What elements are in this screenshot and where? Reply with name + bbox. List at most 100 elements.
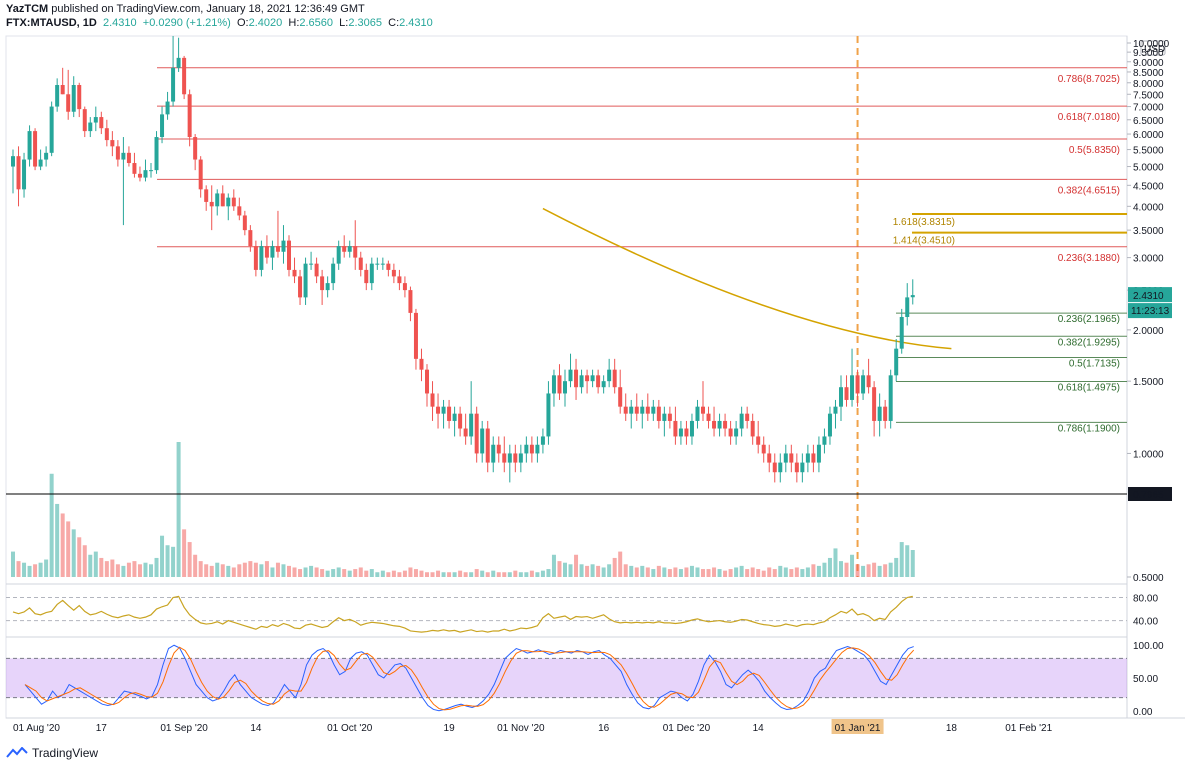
current-price-label: 2.4310	[1133, 291, 1164, 302]
current-price-badge	[1128, 287, 1172, 303]
candle-body	[259, 246, 264, 270]
candle-body	[850, 375, 855, 400]
candle-body	[496, 444, 501, 454]
volume-bar	[883, 564, 888, 577]
price-tick-label: 8.0000	[1133, 79, 1164, 90]
candle-body	[320, 276, 325, 291]
candle-body	[811, 453, 816, 463]
volume-bar	[496, 572, 501, 577]
price-tick-label: 1.5000	[1133, 377, 1164, 388]
publisher-name[interactable]: YazTCM	[6, 3, 49, 15]
volume-bar	[342, 569, 347, 577]
volume-bar	[551, 554, 556, 577]
volume-bar	[287, 565, 291, 577]
candle-body	[237, 206, 242, 216]
fib-minor-label: 0.618(1.4975)	[1058, 382, 1120, 393]
candle-body	[121, 152, 126, 160]
volume-bar	[237, 564, 242, 577]
volume-bar	[253, 562, 258, 577]
candle-body	[491, 444, 496, 463]
candle-body	[287, 240, 291, 270]
volume-bar	[855, 564, 860, 577]
candle-body	[93, 117, 98, 123]
candle-body	[11, 156, 15, 167]
candle-body	[634, 406, 639, 414]
candle-body	[783, 453, 788, 463]
candle-body	[413, 312, 418, 359]
price-change: +0.0290 (+1.21%)	[142, 17, 231, 29]
price-tick-label: 4.0000	[1133, 202, 1164, 213]
price-tick-label: 5.5000	[1133, 146, 1164, 157]
candle-body	[380, 263, 385, 265]
candle-body	[154, 137, 159, 171]
price-tick-label: 5.0000	[1133, 163, 1164, 174]
volume-bar	[397, 572, 402, 577]
candle-body	[678, 428, 683, 437]
publish-info: published on TradingView.com, January 18…	[48, 3, 365, 15]
candle-body	[358, 257, 363, 270]
tradingview-footer: TradingView	[6, 746, 98, 760]
volume-bar	[590, 564, 595, 577]
candle-body	[827, 413, 832, 437]
volume-bar	[204, 564, 209, 577]
volume-bar	[612, 557, 617, 577]
candle-body	[71, 85, 76, 112]
volume-bar	[149, 564, 153, 577]
price-tick-label: 9.0000	[1133, 58, 1164, 69]
volume-bar	[502, 572, 507, 577]
volume-bar	[309, 565, 314, 577]
volume-bar	[425, 572, 429, 577]
candle-body	[590, 375, 595, 382]
candle-body	[822, 436, 827, 445]
candle-body	[518, 453, 523, 463]
tradingview-logo-icon	[6, 747, 28, 758]
candle-body	[132, 163, 137, 174]
candle-body	[309, 263, 314, 265]
volume-bar	[353, 569, 358, 577]
volume-bar	[458, 570, 463, 577]
tradingview-brand[interactable]: TradingView	[32, 746, 99, 760]
candle-body	[767, 453, 772, 463]
volume-bar	[557, 561, 562, 577]
candle-body	[883, 406, 888, 421]
candle-body	[540, 436, 545, 445]
candle-body	[115, 146, 120, 160]
volume-bar	[347, 570, 352, 577]
volume-bar	[905, 545, 910, 577]
volume-bar	[629, 565, 634, 577]
volume-bar	[491, 570, 496, 577]
high-label: H:	[288, 17, 300, 29]
candle-body	[673, 420, 678, 437]
volume-bar	[529, 570, 534, 577]
volume-bar	[447, 572, 452, 577]
candle-body	[402, 283, 407, 291]
symbol-label[interactable]: FTX:MTAUSD, 1D	[6, 17, 97, 29]
volume-bar	[651, 569, 656, 577]
candle-body	[176, 57, 181, 68]
volume-bar	[55, 503, 60, 577]
volume-bar	[452, 572, 457, 577]
volume-bar	[783, 567, 788, 577]
fib-level-label: 0.5(5.8350)	[1069, 145, 1120, 156]
time-tick-label: 14	[250, 723, 262, 734]
candle-body	[899, 316, 904, 349]
volume-bar	[469, 572, 474, 577]
volume-bar	[16, 561, 21, 577]
volume-bar	[701, 569, 705, 577]
volume-bar	[513, 570, 518, 577]
volume-bar	[220, 564, 225, 577]
candle-body	[756, 436, 761, 445]
candle-body	[463, 428, 468, 437]
stoch-band	[6, 658, 1127, 698]
volume-bar	[436, 570, 441, 577]
candle-body	[794, 462, 799, 473]
volume-bar	[242, 562, 247, 577]
candle-body	[226, 197, 231, 207]
volume-bar	[684, 567, 689, 577]
candle-body	[485, 428, 490, 463]
candle-body	[623, 406, 628, 414]
volume-bar	[910, 550, 915, 577]
chart-canvas[interactable]: USD10.00009.50009.00008.50008.00007.5000…	[0, 0, 1185, 742]
candle-body	[629, 406, 634, 414]
fib-minor-label: 0.382(1.9295)	[1058, 337, 1120, 348]
